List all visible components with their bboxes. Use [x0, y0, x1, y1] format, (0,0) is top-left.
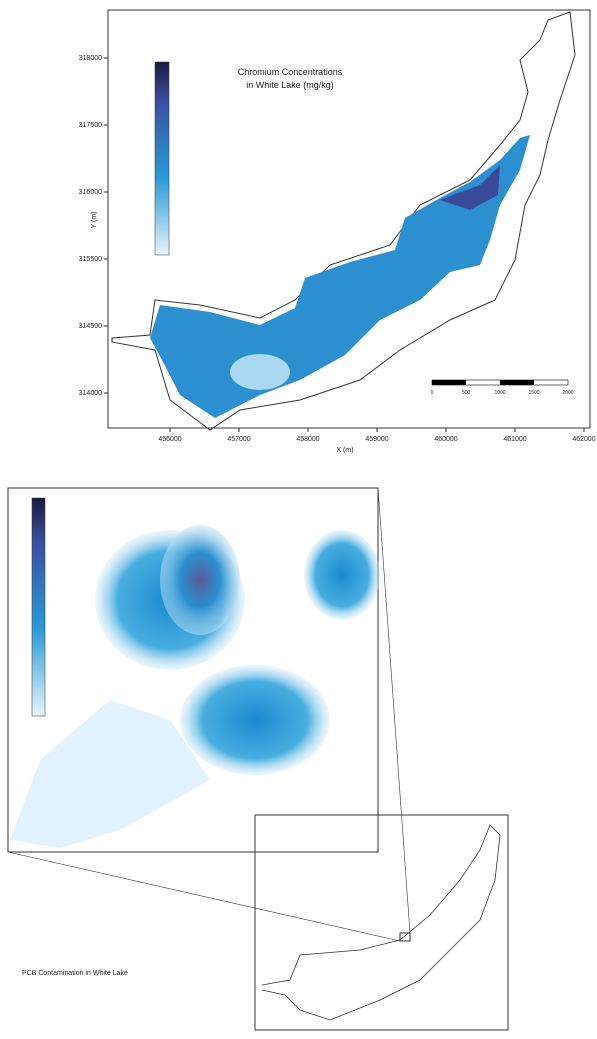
map-frame: [107, 9, 591, 429]
x-tick-label: 457000: [227, 436, 250, 443]
y-axis-label: Y (m): [91, 212, 98, 229]
scale-segment: [500, 380, 534, 385]
color-bar: [31, 497, 46, 717]
high-zone: [440, 165, 500, 210]
zoom-box: [399, 932, 411, 942]
x-tick-label: 461000: [503, 436, 526, 443]
scale-segment: [432, 380, 466, 385]
caption: PCB Contamination in White Lake: [22, 970, 128, 977]
x-tick-label: 459000: [365, 436, 388, 443]
y-tick-label: 317500: [79, 122, 102, 129]
y-tick-label: 316000: [79, 189, 102, 196]
x-tick-label: 460000: [434, 436, 457, 443]
scale-label: 0: [431, 390, 434, 396]
scale-label: 500: [462, 390, 471, 396]
y-tick-label: 315500: [79, 256, 102, 263]
lake-outline: [261, 824, 501, 1021]
y-tick-label: 314500: [79, 323, 102, 330]
x-tick-label: 458000: [296, 436, 319, 443]
zoom-line: [7, 851, 401, 942]
scale-bar: [431, 379, 569, 386]
x-axis-label: X (m): [336, 447, 353, 454]
low-zone: [230, 354, 290, 390]
x-tick-label: 456000: [158, 436, 181, 443]
contour-blob: [304, 530, 380, 620]
lake-contour: [150, 135, 530, 418]
map-title: Chromium Concentrations: [238, 67, 343, 77]
map-title: in White Lake (mg/kg): [246, 80, 334, 90]
contour-blob: [160, 525, 240, 635]
scale-label: 2000: [562, 390, 573, 396]
x-tick-label: 462000: [572, 436, 595, 443]
scale-label: 1500: [528, 390, 539, 396]
zoom-line: [377, 487, 411, 934]
color-bar: [154, 61, 170, 256]
contour-low: [10, 700, 210, 848]
contour-blob: [180, 665, 330, 775]
y-tick-label: 318000: [79, 55, 102, 62]
y-tick-label: 314000: [79, 390, 102, 397]
scale-label: 1000: [494, 390, 505, 396]
overview-frame: [254, 814, 509, 1031]
inset-frame: [7, 487, 379, 853]
